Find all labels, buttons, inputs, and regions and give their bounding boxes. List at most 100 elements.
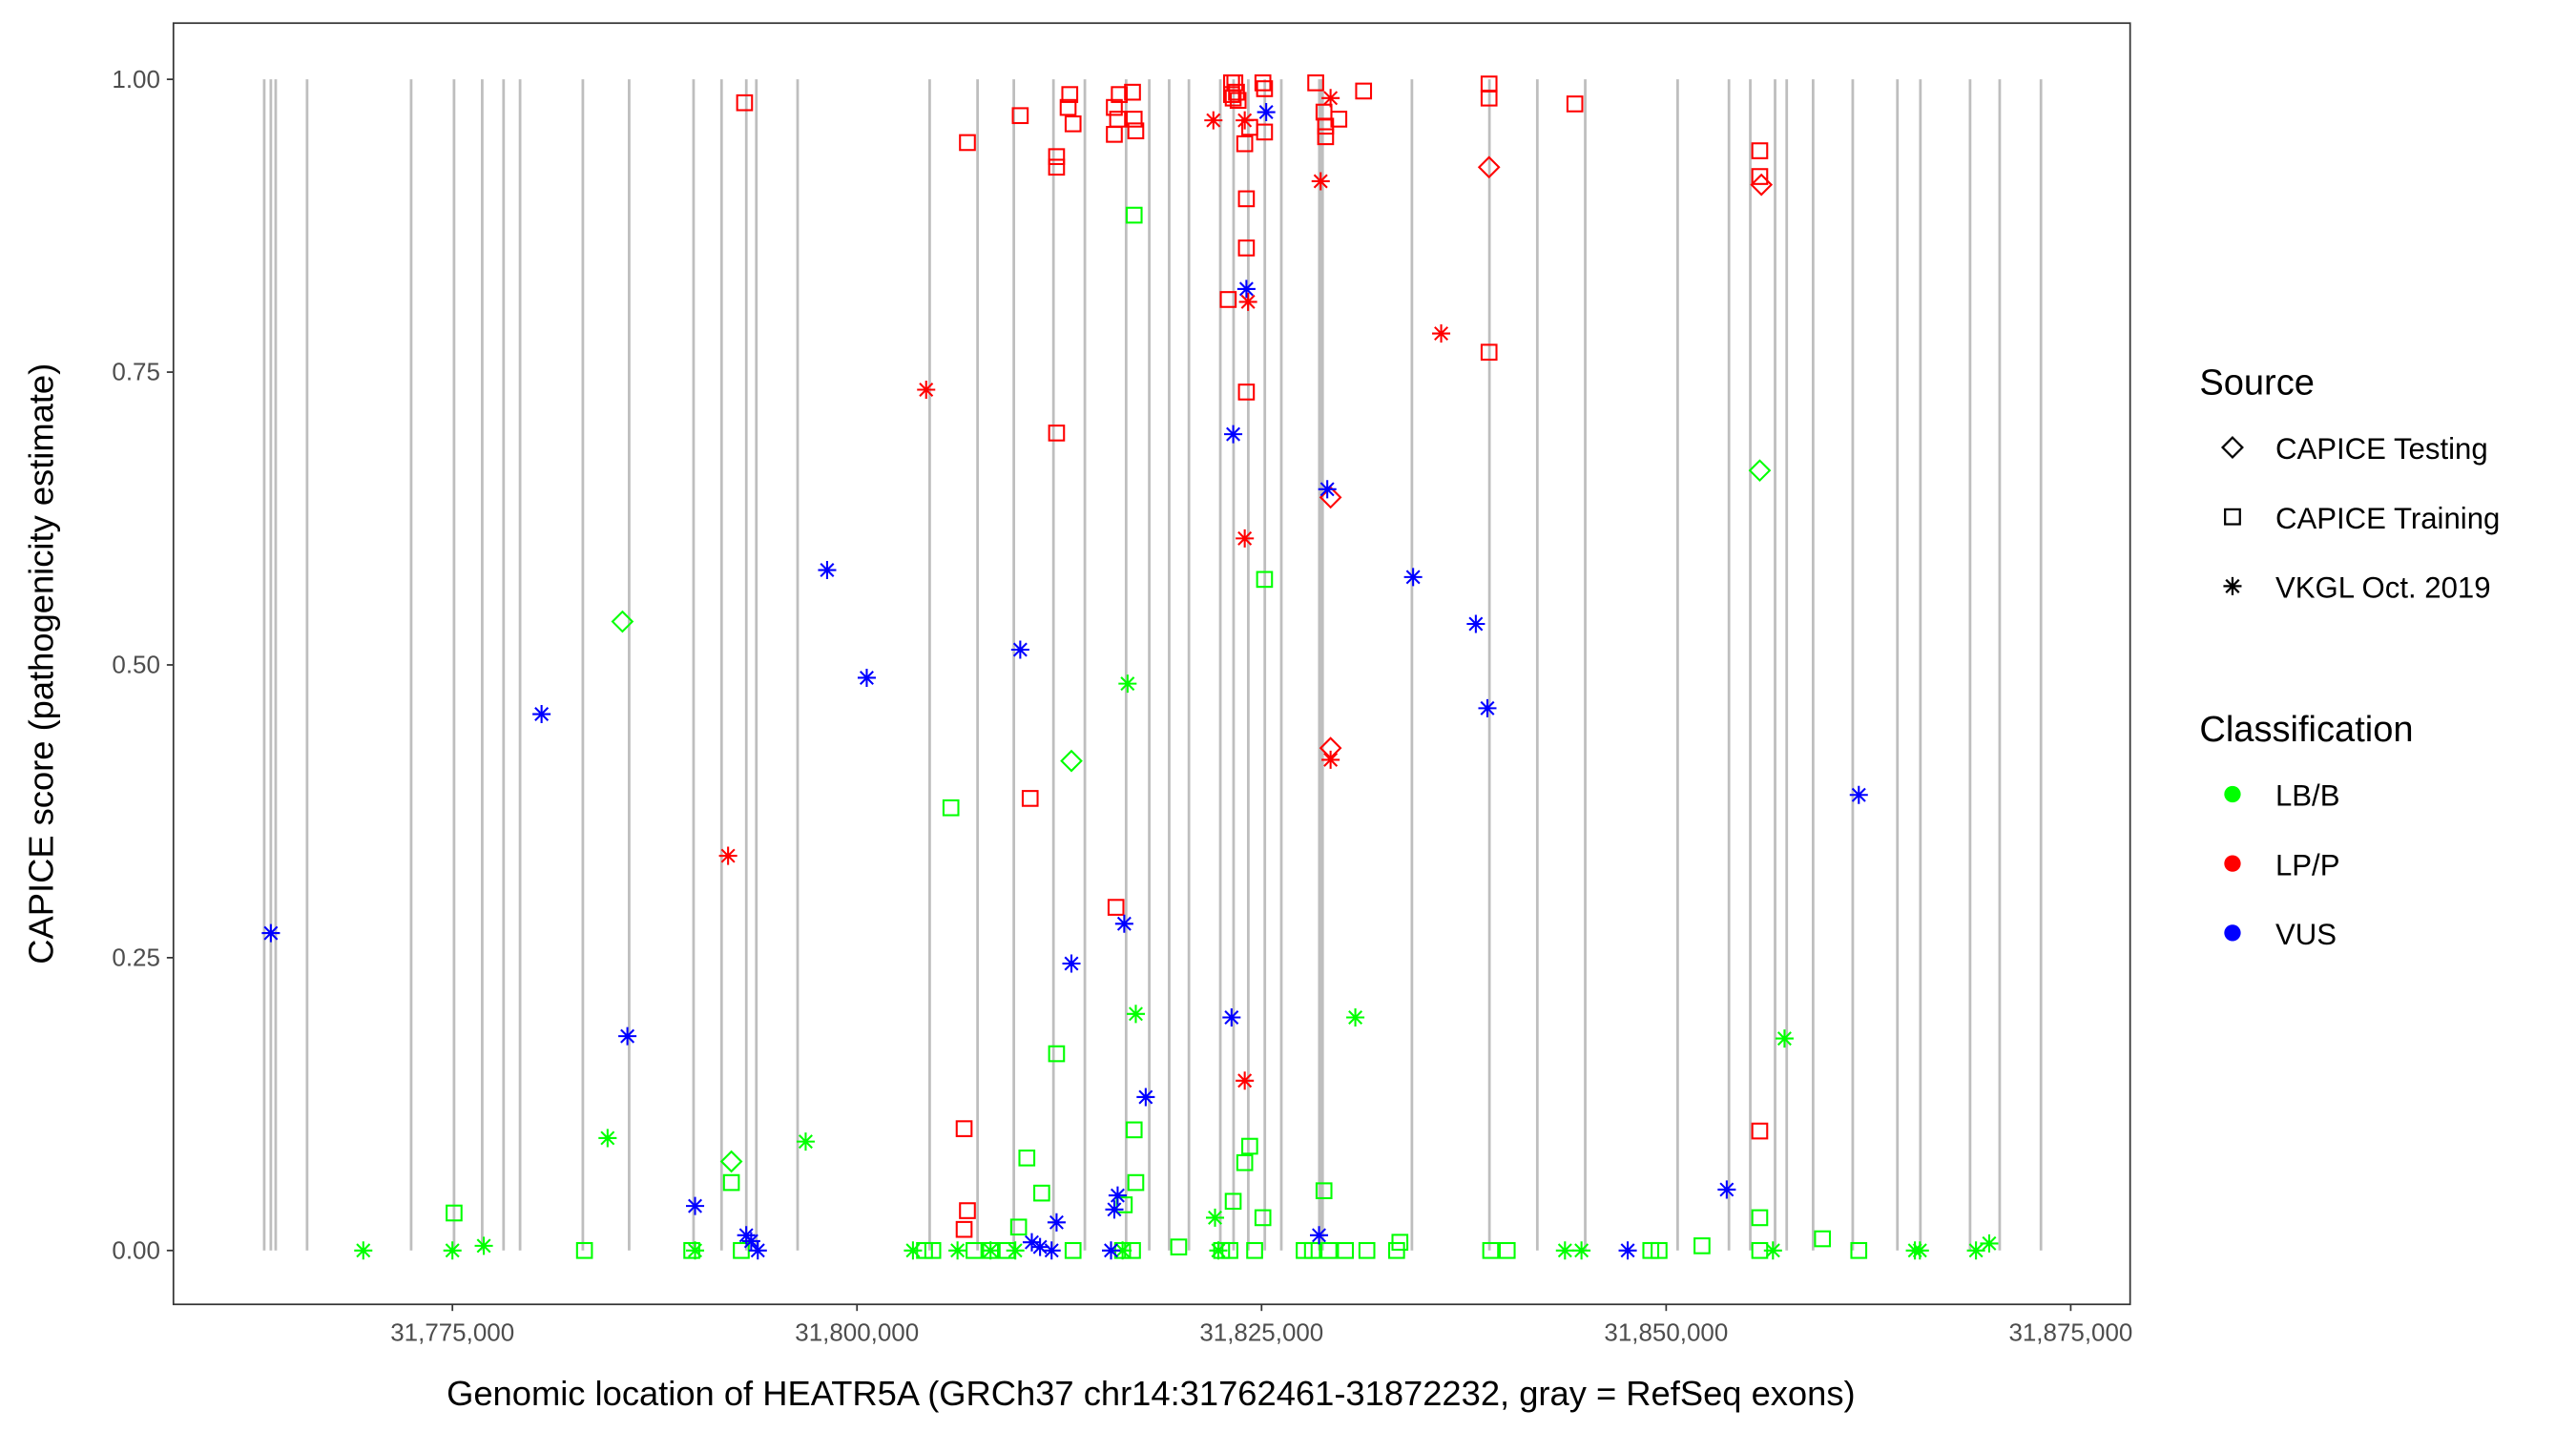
square-marker [1048, 158, 1066, 176]
data-point [1814, 1230, 1832, 1248]
data-point [1229, 92, 1247, 110]
y-tick-label: 0.25 [112, 944, 160, 972]
data-point [1127, 122, 1145, 139]
asterisk-marker [1555, 1241, 1574, 1260]
asterisk-marker [1236, 529, 1255, 548]
asterisk-marker [1042, 1241, 1061, 1260]
square-marker [1482, 1241, 1500, 1259]
square-marker [1236, 1153, 1254, 1172]
data-point [1403, 568, 1423, 587]
data-point [1219, 291, 1237, 308]
data-point [1118, 674, 1137, 694]
asterisk-marker [1618, 1241, 1637, 1260]
data-point [1751, 168, 1769, 185]
data-point [1011, 107, 1029, 125]
data-point [532, 705, 551, 724]
data-point [741, 1232, 760, 1251]
square-marker [1106, 126, 1123, 143]
data-point [474, 1236, 493, 1255]
x-tick-label: 31,875,000 [2008, 1317, 2132, 1346]
asterisk-marker [1466, 614, 1485, 633]
legend-key-training [2224, 508, 2241, 526]
data-point [796, 1132, 815, 1151]
data-point [1106, 98, 1123, 116]
data-point [1124, 83, 1141, 101]
data-point [1482, 1241, 1500, 1259]
data-point [1048, 148, 1066, 166]
legend-title-classification: Classification [2199, 710, 2413, 750]
data-point [1303, 1241, 1321, 1259]
diamond-marker [1750, 173, 1774, 197]
asterisk-marker [948, 1241, 967, 1260]
asterisk-marker [618, 1027, 637, 1046]
data-point [1226, 74, 1244, 92]
data-point [955, 1120, 973, 1137]
data-point [1751, 142, 1769, 159]
data-point [1717, 1180, 1736, 1199]
data-point [446, 1204, 463, 1222]
data-point [1320, 1241, 1338, 1259]
data-point [1241, 1137, 1258, 1155]
legend-title-source: Source [2199, 363, 2315, 404]
data-point [1209, 1241, 1228, 1260]
data-point [736, 93, 754, 112]
data-point [1236, 1071, 1255, 1090]
data-point [818, 561, 837, 580]
square-marker [1246, 1241, 1263, 1259]
square-marker [1337, 1241, 1355, 1259]
legend-key-dot [2224, 924, 2241, 942]
asterisk-marker [1966, 1241, 1985, 1260]
square-marker [1256, 570, 1274, 589]
square-marker [1127, 1173, 1145, 1192]
data-point [575, 1241, 593, 1259]
data-point [1850, 1241, 1868, 1259]
square-marker [1226, 74, 1244, 92]
square-marker [1061, 86, 1079, 103]
square-marker [1751, 142, 1769, 159]
square-marker [1229, 92, 1247, 110]
data-point [354, 1241, 373, 1260]
asterisk-marker [748, 1241, 767, 1260]
square-marker [1009, 1218, 1028, 1236]
data-point [1618, 1241, 1637, 1260]
data-point [618, 1027, 637, 1046]
square-marker [1330, 111, 1348, 128]
diamond-marker [1060, 749, 1083, 773]
square-marker [1480, 89, 1498, 107]
square-marker [1033, 1184, 1050, 1202]
asterisk-marker [474, 1236, 493, 1255]
data-point [1256, 570, 1274, 589]
square-marker [955, 1220, 973, 1238]
data-point [443, 1241, 462, 1260]
square-marker [959, 134, 976, 152]
data-point [1257, 103, 1276, 122]
data-point [924, 1241, 942, 1259]
data-point [1321, 89, 1340, 108]
data-point [1236, 529, 1255, 548]
square-marker [1224, 1192, 1242, 1211]
asterisk-marker [1006, 1241, 1025, 1260]
data-point [686, 1241, 705, 1260]
asterisk-marker [1047, 1213, 1066, 1232]
square-marker [1127, 122, 1145, 139]
square-marker [1307, 74, 1324, 92]
square-marker [1256, 80, 1274, 97]
asterisk-marker [1222, 1007, 1241, 1027]
data-point [1358, 1241, 1376, 1259]
data-point [1236, 111, 1255, 130]
square-marker [1048, 1045, 1066, 1063]
square-marker [2224, 508, 2241, 526]
asterisk-marker [1257, 103, 1276, 122]
square-marker [1064, 1241, 1082, 1259]
exon-lines [262, 79, 2043, 1251]
square-marker [1498, 1241, 1516, 1259]
data-point [1125, 111, 1143, 128]
data-point [1315, 1182, 1333, 1200]
diamond-marker [1748, 459, 1772, 483]
data-point [1319, 736, 1342, 759]
data-points [261, 74, 1999, 1260]
legend-label: VKGL Oct. 2019 [2275, 571, 2491, 605]
data-point [1763, 1241, 1782, 1260]
data-point [1064, 114, 1082, 133]
asterisk-marker [1126, 1005, 1145, 1024]
